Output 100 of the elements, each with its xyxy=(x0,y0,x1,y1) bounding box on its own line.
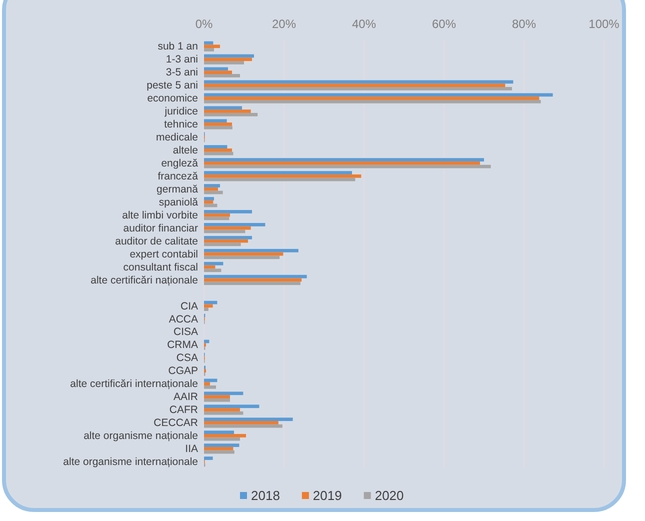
y-tick-label: alte certificări naționale xyxy=(90,274,198,286)
y-tick-label: spaniolă xyxy=(158,196,198,208)
bar xyxy=(204,411,244,415)
y-tick-label: juridice xyxy=(164,106,198,118)
y-tick-label: CGAP xyxy=(168,365,198,378)
bar xyxy=(204,408,240,412)
bar xyxy=(204,282,300,286)
y-tick-label: IIA xyxy=(185,443,198,456)
bar xyxy=(204,456,213,460)
y-tick-label: ACCA xyxy=(168,313,198,326)
y-tick-label: auditor financiar xyxy=(123,222,198,234)
y-tick-label: peste 5 ani xyxy=(146,80,198,92)
y-tick-label: engleză xyxy=(161,158,198,170)
bar xyxy=(204,222,266,226)
bar xyxy=(204,74,240,78)
bar xyxy=(204,171,352,174)
bar xyxy=(204,145,228,148)
legend-label: 2020 xyxy=(374,488,404,503)
bar xyxy=(204,395,230,398)
bar xyxy=(204,80,514,84)
bar xyxy=(204,242,241,246)
x-tick-label: 40% xyxy=(352,17,376,31)
y-tick-label: tehnice xyxy=(164,118,198,131)
bar xyxy=(204,248,298,252)
bar xyxy=(204,308,208,311)
bar xyxy=(204,174,362,178)
bar xyxy=(204,430,234,434)
bar xyxy=(204,418,293,422)
bar xyxy=(204,158,484,162)
bar xyxy=(204,184,220,188)
y-tick-label: 3-5 ani xyxy=(166,66,198,79)
bar xyxy=(204,106,242,110)
bar xyxy=(204,210,252,214)
bar xyxy=(204,126,232,130)
bar xyxy=(204,256,280,260)
bar xyxy=(204,398,230,402)
x-tick-label: 20% xyxy=(272,17,296,31)
bar xyxy=(204,236,252,240)
bar xyxy=(204,197,214,200)
bar xyxy=(204,385,216,389)
bar xyxy=(204,268,222,272)
y-tick-label: franceză xyxy=(158,170,198,182)
bar xyxy=(204,421,278,424)
bar xyxy=(204,70,232,74)
bar xyxy=(204,119,227,123)
bar xyxy=(204,110,251,113)
y-tick-label: CECCAR xyxy=(154,417,198,430)
y-tick-label: sub 1 an xyxy=(158,40,198,53)
y-tick-label: alte organisme naționale xyxy=(84,430,198,442)
y-tick-label: alte limbi vorbite xyxy=(122,209,198,222)
y-tick-label: altele xyxy=(172,144,198,157)
y-tick-label: germană xyxy=(156,183,198,196)
bar xyxy=(204,230,246,234)
x-tick-label: 80% xyxy=(512,17,536,31)
bar xyxy=(204,304,213,308)
y-tick-label: AAIR xyxy=(173,391,198,404)
y-tick-label: medicale xyxy=(156,132,198,144)
bar xyxy=(204,434,246,438)
bar xyxy=(204,392,244,396)
bar xyxy=(204,161,480,165)
y-tick-label: CIA xyxy=(180,300,198,312)
y-tick-label: alte organisme internaționale xyxy=(63,456,198,468)
bar xyxy=(204,48,214,52)
y-tick-label: alte certificări internaționale xyxy=(70,378,198,390)
bar xyxy=(204,200,214,204)
bar xyxy=(204,58,252,62)
bar xyxy=(204,112,258,116)
bar xyxy=(204,444,240,447)
bar xyxy=(204,378,218,382)
bar xyxy=(204,404,260,408)
bar xyxy=(204,424,282,428)
bar xyxy=(204,86,512,90)
bar xyxy=(204,262,224,266)
legend-label: 2019 xyxy=(312,488,342,503)
y-tick-label: economice xyxy=(147,92,198,105)
bar xyxy=(204,382,210,386)
y-tick-label: CSA xyxy=(176,352,198,364)
y-tick-label: auditor de calitate xyxy=(115,235,198,248)
bar xyxy=(204,44,220,48)
x-tick-label: 60% xyxy=(432,17,456,31)
x-tick-label: 100% xyxy=(588,17,620,31)
bar xyxy=(204,100,541,104)
y-tick-label: expert contabil xyxy=(130,248,198,260)
bar xyxy=(204,187,218,191)
bar xyxy=(204,190,223,194)
bar xyxy=(204,84,506,87)
bar xyxy=(204,213,230,217)
bar xyxy=(204,96,540,100)
legend-label: 2018 xyxy=(251,488,280,503)
y-tick-label: CAFR xyxy=(169,404,198,416)
bar xyxy=(204,93,553,97)
y-tick-label: 1-3 ani xyxy=(166,54,198,66)
bar xyxy=(204,446,234,450)
y-tick-label: consultant fiscal xyxy=(123,261,198,274)
x-tick-label: 0% xyxy=(195,17,213,31)
bar xyxy=(204,61,244,64)
y-tick-label: CRMA xyxy=(167,339,198,352)
bar xyxy=(204,122,232,126)
y-tick-label: CISA xyxy=(173,326,198,338)
bar xyxy=(204,148,232,152)
